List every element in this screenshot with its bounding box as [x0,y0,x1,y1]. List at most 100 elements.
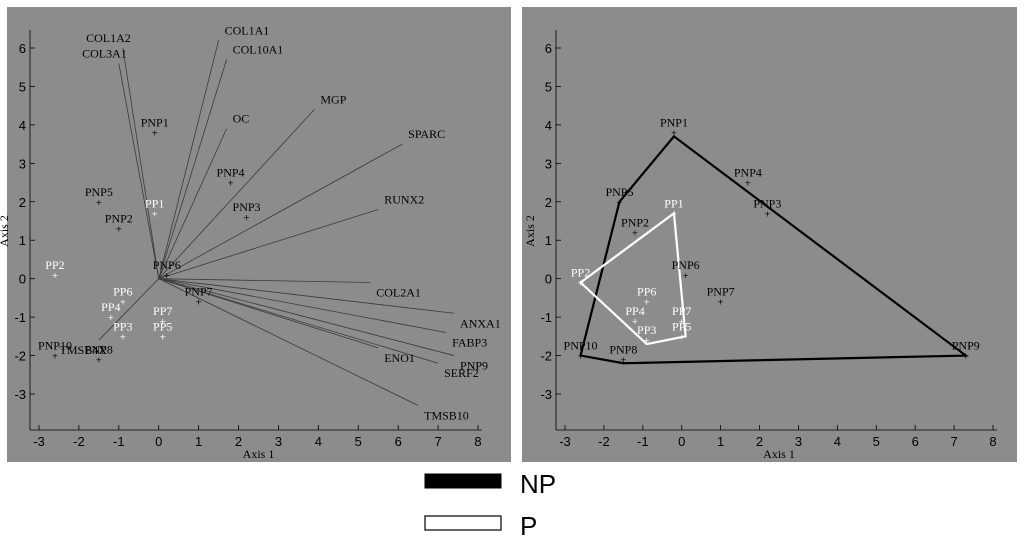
vector-label: ENO1 [384,351,415,365]
point-label: PP1 [664,196,683,210]
point-label: PP6 [637,285,656,299]
point-label: PNP6 [153,258,181,272]
y-tick-label: -1 [540,310,552,325]
y-tick-label: -2 [540,349,552,364]
point-label: PNP10 [38,339,72,353]
point-marker: + [620,355,627,364]
point-label: PP5 [153,319,172,333]
point-marker: + [243,213,250,222]
y-tick-label: 0 [545,272,552,287]
y-tick-label: 6 [545,41,552,56]
point-label: PNP7 [185,285,213,299]
point-marker: + [195,298,202,307]
x-tick-label: 7 [434,434,441,449]
legend-label-p: P [520,511,537,541]
loading-vector [98,278,160,341]
point-label: PP3 [113,319,132,333]
vector-label: OC [233,112,250,126]
point-marker: + [96,198,103,207]
vector-label: MGP [320,93,346,107]
x-tick-label: 4 [834,434,841,449]
point-marker: + [678,332,685,341]
loading-vector [122,47,160,279]
legend-swatch-np [424,473,502,489]
x-tick-label: 0 [155,434,162,449]
y-tick-label: 4 [19,118,26,133]
point-label: PNP4 [217,166,245,180]
legend: NP P [424,469,556,541]
x-tick-label: -3 [559,434,571,449]
x-tick-label: 3 [275,434,282,449]
point-label: PP2 [571,266,590,280]
vector-label: COL3A1 [82,46,127,60]
x-tick-label: 2 [756,434,763,449]
vector-label: COL2A1 [376,286,421,300]
vector-label: RUNX2 [384,192,424,206]
vector-label: ANXA1 [460,316,501,330]
point-label: PNP3 [233,200,261,214]
point-marker: + [107,313,114,322]
loading-vector [158,278,455,356]
point-label: PP6 [113,285,132,299]
x-tick-label: -2 [73,434,85,449]
x-tick-label: 7 [950,434,957,449]
vector-label: TMSB4X [60,343,108,357]
loading-vector [158,40,219,279]
point-label: PNP7 [707,285,735,299]
point-marker: + [632,229,639,238]
hull-p [578,211,687,346]
point-marker: + [115,225,122,234]
x-tick-label: 0 [678,434,685,449]
loading-vector [158,209,379,280]
point-label: PP4 [625,304,644,318]
plot-background [522,7,1017,462]
y-tick-label: 4 [545,118,552,133]
y-tick-label: 5 [19,79,26,94]
y-tick-label: -1 [14,310,26,325]
point-marker: + [52,352,59,361]
point-label: PP2 [45,258,64,272]
x-tick-label: 5 [873,434,880,449]
y-tick-label: -3 [540,387,552,402]
x-axis-title: Axis 1 [763,447,795,461]
point-label: PP4 [101,300,120,314]
y-tick-label: 2 [19,195,26,210]
point-marker: + [577,352,584,361]
biplot-panel: -3 -2 -1 0 1 2 3 4 5 6 7 8 -3 -2 -1 0 1 2 3 4 5 6 Axis 1 Axis 2… [0,7,511,462]
point-marker: + [151,209,158,218]
point-marker: + [577,279,584,288]
point-label: PP3 [637,323,656,337]
x-tick-label: 6 [912,434,919,449]
point-marker: + [163,271,170,280]
point-label: PP7 [672,304,691,318]
x-tick-label: 8 [474,434,481,449]
point-label: PNP3 [753,196,781,210]
point-label: PNP5 [85,185,113,199]
loading-vector [158,109,315,279]
y-axis-title: Axis 2 [523,215,537,247]
y-tick-label: 2 [545,195,552,210]
point-marker: + [159,332,166,341]
loading-vector [158,278,447,333]
point-marker: + [671,209,678,218]
plot-background [7,7,511,462]
point-marker: + [616,198,623,207]
y-tick-label: 5 [545,79,552,94]
x-axis-title: Axis 1 [243,447,275,461]
legend-label-np: NP [520,469,556,499]
y-tick-label: 1 [545,233,552,248]
y-tick-label: -3 [14,387,26,402]
y-tick-label: 0 [19,272,26,287]
x-tick-label: -3 [33,434,45,449]
point-marker: + [119,332,126,341]
point-marker: + [159,317,166,326]
point-marker: + [52,271,59,280]
vector-label: COL10A1 [233,43,284,57]
point-marker: + [119,298,126,307]
point-marker: + [682,271,689,280]
loading-vector [118,63,160,279]
point-label: PP7 [153,304,172,318]
vector-label: SPARC [408,127,445,141]
point-marker: + [745,179,752,188]
point-marker: + [678,317,685,326]
